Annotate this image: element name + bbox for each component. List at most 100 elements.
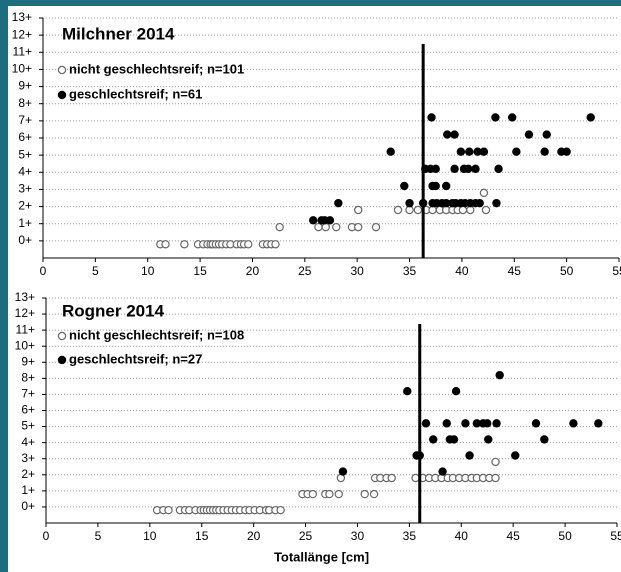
data-point	[334, 198, 343, 208]
data-point	[393, 205, 403, 215]
y-tick-label: 10+	[15, 338, 35, 352]
data-point	[164, 505, 173, 515]
data-point	[275, 222, 284, 232]
y-tick-label: 8+	[21, 371, 35, 385]
data-point	[431, 164, 440, 174]
data-point	[479, 147, 489, 156]
x-tick-label: 55	[612, 264, 621, 278]
x-tick-label: 20	[246, 264, 260, 278]
data-point	[484, 435, 493, 444]
y-tick-label: 2+	[18, 199, 32, 213]
y-tick-label: 13+	[12, 10, 32, 24]
y-tick-label: 1+	[18, 216, 32, 230]
data-point	[369, 489, 379, 499]
y-tick-label: 3+	[21, 451, 35, 465]
y-tick-label: 5+	[18, 147, 32, 161]
data-point	[479, 188, 489, 198]
x-tick-label: 0	[43, 529, 50, 543]
data-point	[371, 222, 381, 232]
data-point	[494, 164, 503, 174]
y-tick-label: 11+	[13, 44, 32, 58]
data-point	[450, 164, 459, 174]
x-tick-label: 45	[508, 264, 522, 278]
y-tick-label: 10+	[12, 62, 32, 76]
data-point	[442, 181, 451, 191]
data-point	[540, 147, 549, 156]
data-point	[511, 451, 520, 460]
legend-label: geschlechtsreif; n=61	[69, 86, 202, 101]
data-point	[405, 198, 414, 208]
data-point	[428, 205, 437, 215]
data-point	[308, 216, 318, 225]
data-point	[512, 147, 521, 156]
data-point	[338, 467, 348, 476]
data-point	[354, 205, 363, 215]
data-point	[449, 435, 459, 444]
data-point	[456, 147, 466, 156]
y-tick-label: 8+	[18, 96, 32, 110]
data-point	[483, 419, 492, 428]
legend-marker	[57, 90, 67, 100]
y-tick-label: 7+	[18, 113, 32, 127]
data-point	[276, 505, 285, 515]
x-tick-label: 50	[558, 529, 572, 543]
data-point	[325, 489, 334, 499]
data-point	[481, 205, 491, 215]
data-point	[540, 435, 549, 444]
data-point	[431, 181, 440, 191]
data-point	[466, 205, 475, 215]
x-tick-label: 45	[507, 529, 521, 543]
y-tick-label: 6+	[21, 403, 35, 417]
y-tick-label: 13+	[15, 290, 35, 304]
data-point	[427, 113, 436, 122]
data-point	[429, 435, 438, 444]
y-tick-label: 9+	[21, 354, 35, 368]
x-tick-label: 25	[298, 264, 312, 278]
x-tick-label: 30	[351, 529, 365, 543]
y-tick-label: 3+	[18, 182, 32, 196]
data-point	[321, 222, 330, 232]
data-point	[465, 147, 474, 156]
y-tick-label: 4+	[18, 164, 32, 178]
data-point	[244, 240, 253, 249]
x-tick-label: 35	[403, 529, 417, 543]
data-point	[180, 240, 189, 249]
data-point	[495, 370, 504, 380]
x-tick-label: 40	[455, 529, 469, 543]
data-point	[411, 473, 420, 483]
x-tick-label: 10	[143, 529, 157, 543]
data-point	[161, 240, 170, 249]
y-tick-label: 9+	[18, 79, 32, 93]
y-tick-label: 7+	[21, 387, 35, 401]
data-point	[471, 164, 480, 174]
x-tick-label: 15	[195, 529, 209, 543]
y-tick-label: 5+	[21, 419, 35, 433]
data-point	[387, 473, 396, 483]
y-tick-label: 12+	[15, 306, 35, 320]
data-point	[386, 147, 395, 156]
data-point	[450, 130, 459, 139]
legend-label: nicht geschlechtsreif; n=108	[69, 327, 244, 342]
x-axis-label: Totallänge [cm]	[274, 549, 369, 564]
chart-title: Milchner 2014	[62, 24, 175, 43]
data-point	[442, 419, 451, 428]
data-point	[491, 457, 500, 467]
data-point	[562, 147, 571, 156]
y-tick-label: 0+	[21, 499, 35, 513]
chart-background	[8, 6, 621, 572]
y-tick-label: 11+	[16, 322, 35, 336]
y-tick-label: 1+	[21, 483, 35, 497]
data-point	[403, 387, 412, 396]
data-point	[413, 205, 423, 215]
x-tick-label: 10	[141, 264, 155, 278]
x-tick-label: 55	[610, 529, 621, 543]
data-point	[405, 205, 414, 215]
data-point	[492, 198, 501, 208]
data-point	[421, 419, 431, 428]
legend-marker	[57, 355, 67, 365]
legend-label: geschlechtsreif; n=27	[69, 351, 202, 366]
data-point	[491, 113, 500, 122]
data-point	[507, 113, 517, 122]
y-tick-label: 12+	[12, 27, 32, 41]
legend-marker	[57, 65, 67, 75]
